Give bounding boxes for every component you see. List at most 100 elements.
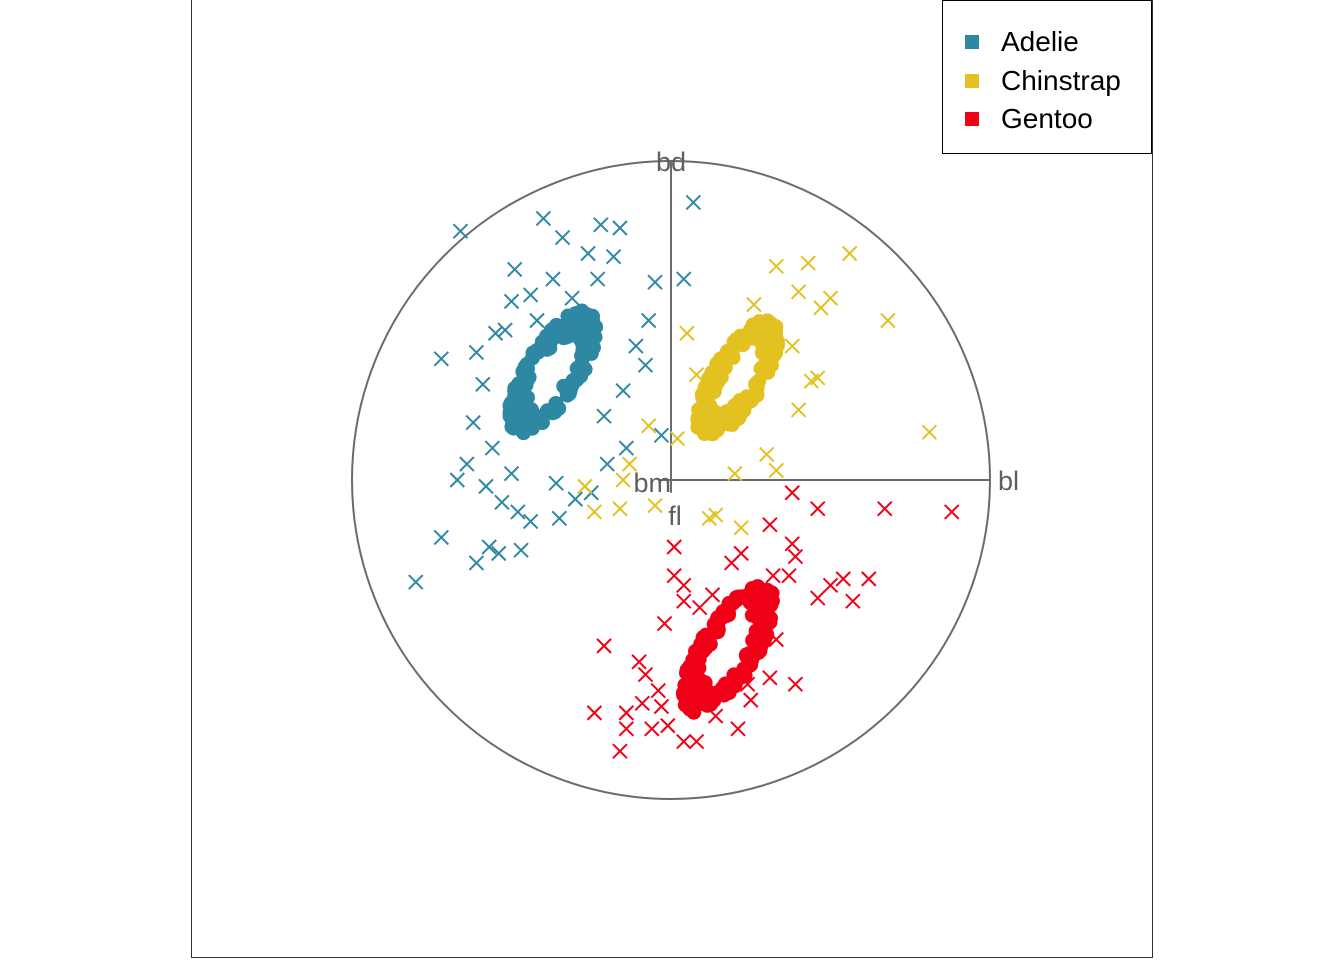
point-outlier-gentoo: [653, 698, 670, 715]
point-core-gentoo: [737, 668, 753, 684]
point-core-gentoo: [742, 653, 758, 669]
point-outlier-gentoo: [612, 743, 628, 759]
point-core-adelie: [516, 421, 532, 437]
point-outlier-adelie: [513, 542, 529, 558]
point-outlier-gentoo: [944, 504, 960, 520]
point-outlier-adelie: [596, 408, 612, 424]
point-core-gentoo: [751, 580, 767, 596]
point-outlier-gentoo: [644, 721, 660, 737]
point-outlier-adelie: [529, 312, 545, 329]
point-outlier-adelie: [478, 478, 494, 495]
point-outlier-adelie: [554, 229, 571, 246]
point-outlier-adelie: [676, 271, 692, 287]
point-outlier-adelie: [452, 223, 469, 239]
point-core-gentoo: [734, 589, 750, 605]
point-outlier-adelie: [468, 555, 485, 571]
point-outlier-adelie: [545, 271, 561, 287]
point-outlier-adelie: [459, 456, 475, 472]
point-outlier-chinstrap: [822, 290, 839, 306]
point-outlier-chinstrap: [746, 296, 762, 313]
point-outlier-adelie: [548, 475, 564, 491]
point-core-chinstrap: [756, 359, 772, 375]
point-outlier-adelie: [484, 440, 501, 456]
point-outlier-gentoo: [656, 615, 673, 632]
point-outlier-gentoo: [586, 705, 603, 721]
point-outlier-chinstrap: [640, 418, 657, 434]
legend-swatch-gentoo: [965, 112, 979, 127]
point-outlier-gentoo: [634, 695, 650, 712]
point-outlier-adelie: [637, 357, 654, 373]
point-outlier-gentoo: [676, 733, 692, 750]
point-outlier-chinstrap: [612, 501, 628, 517]
point-outlier-gentoo: [784, 536, 800, 552]
point-outlier-chinstrap: [669, 430, 686, 447]
point-outlier-chinstrap: [615, 472, 631, 488]
point-outlier-chinstrap: [790, 284, 807, 300]
point-outlier-adelie: [580, 245, 596, 262]
point-core-gentoo: [707, 622, 723, 638]
point-outlier-adelie: [487, 325, 504, 341]
point-core-chinstrap: [764, 347, 780, 363]
legend-swatch-chinstrap: [965, 73, 979, 88]
point-outlier-adelie: [593, 217, 609, 233]
point-outlier-adelie: [491, 545, 507, 562]
point-outlier-gentoo: [835, 571, 851, 587]
point-core-gentoo: [679, 662, 695, 678]
point-outlier-chinstrap: [784, 338, 800, 354]
point-core-chinstrap: [754, 336, 770, 352]
point-outlier-chinstrap: [758, 446, 775, 463]
axis-label-fl: fl: [668, 501, 682, 531]
point-outlier-chinstrap: [880, 312, 896, 329]
point-outlier-gentoo: [660, 717, 676, 734]
point-outlier-adelie: [465, 414, 481, 431]
point-outlier-gentoo: [650, 682, 666, 699]
point-core-gentoo: [688, 689, 704, 705]
point-outlier-adelie: [618, 440, 635, 456]
point-core-adelie: [511, 395, 527, 411]
point-core-adelie: [544, 322, 560, 338]
point-outlier-gentoo: [877, 501, 893, 517]
point-outlier-adelie: [503, 465, 520, 482]
point-core-gentoo: [752, 595, 768, 611]
point-outlier-gentoo: [631, 654, 647, 670]
point-outlier-adelie: [599, 456, 615, 472]
point-outlier-gentoo: [666, 539, 682, 555]
point-core-gentoo: [748, 633, 764, 649]
point-outlier-adelie: [628, 338, 644, 354]
point-outlier-gentoo: [810, 590, 826, 606]
point-outlier-adelie: [522, 513, 539, 530]
point-core-gentoo: [744, 607, 760, 623]
point-outlier-chinstrap: [727, 465, 743, 482]
legend-swatch-adelie: [965, 35, 979, 50]
point-outlier-adelie: [408, 574, 424, 590]
point-core-adelie: [573, 368, 589, 384]
point-core-gentoo: [714, 609, 730, 625]
point-outlier-adelie: [605, 248, 622, 265]
point-outlier-chinstrap: [768, 258, 784, 274]
point-outlier-adelie: [449, 472, 465, 488]
point-outlier-adelie: [647, 274, 663, 290]
point-core-gentoo: [690, 675, 706, 691]
point-outlier-adelie: [475, 376, 491, 393]
point-outlier-adelie: [510, 504, 526, 520]
point-outlier-adelie: [497, 322, 513, 338]
point-outlier-adelie: [433, 351, 450, 367]
point-core-adelie: [519, 361, 535, 377]
point-core-adelie: [569, 316, 585, 332]
point-outlier-adelie: [653, 427, 670, 444]
projection-axes: [658, 161, 990, 493]
legend: Adelie Chinstrap Gentoo: [942, 0, 1152, 154]
point-outlier-gentoo: [845, 593, 861, 609]
point-core-gentoo: [688, 643, 704, 659]
point-outlier-gentoo: [762, 516, 778, 533]
point-outlier-adelie: [535, 210, 552, 227]
point-outlier-chinstrap: [701, 510, 717, 526]
point-outlier-chinstrap: [768, 462, 784, 479]
point-outlier-gentoo: [618, 705, 635, 721]
point-core-chinstrap: [751, 373, 767, 389]
point-outlier-chinstrap: [577, 478, 593, 495]
point-outlier-gentoo: [781, 567, 797, 584]
point-outlier-chinstrap: [733, 520, 749, 536]
point-outlier-gentoo: [784, 485, 800, 501]
point-outlier-adelie: [503, 293, 520, 310]
